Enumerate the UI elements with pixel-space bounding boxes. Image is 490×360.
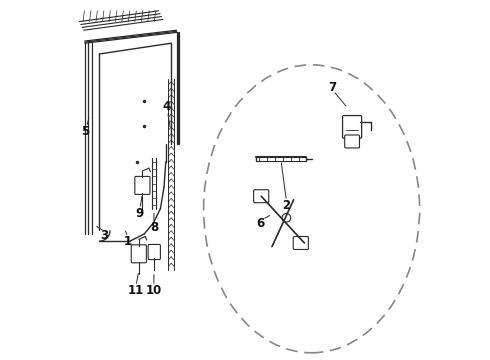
Text: 7: 7: [328, 81, 336, 94]
FancyBboxPatch shape: [131, 245, 147, 263]
FancyBboxPatch shape: [345, 135, 360, 148]
FancyBboxPatch shape: [343, 116, 362, 138]
Text: 2: 2: [282, 199, 291, 212]
FancyBboxPatch shape: [148, 244, 160, 260]
Text: 11: 11: [128, 284, 144, 297]
Text: 10: 10: [146, 284, 162, 297]
Text: 3: 3: [100, 229, 108, 242]
Text: 4: 4: [162, 100, 171, 113]
Text: 8: 8: [150, 221, 158, 234]
Text: 6: 6: [256, 217, 264, 230]
Text: 9: 9: [135, 207, 144, 220]
FancyBboxPatch shape: [254, 190, 269, 203]
Text: 1: 1: [124, 235, 132, 248]
FancyBboxPatch shape: [293, 237, 308, 249]
FancyBboxPatch shape: [135, 176, 150, 194]
Text: 5: 5: [81, 125, 89, 138]
